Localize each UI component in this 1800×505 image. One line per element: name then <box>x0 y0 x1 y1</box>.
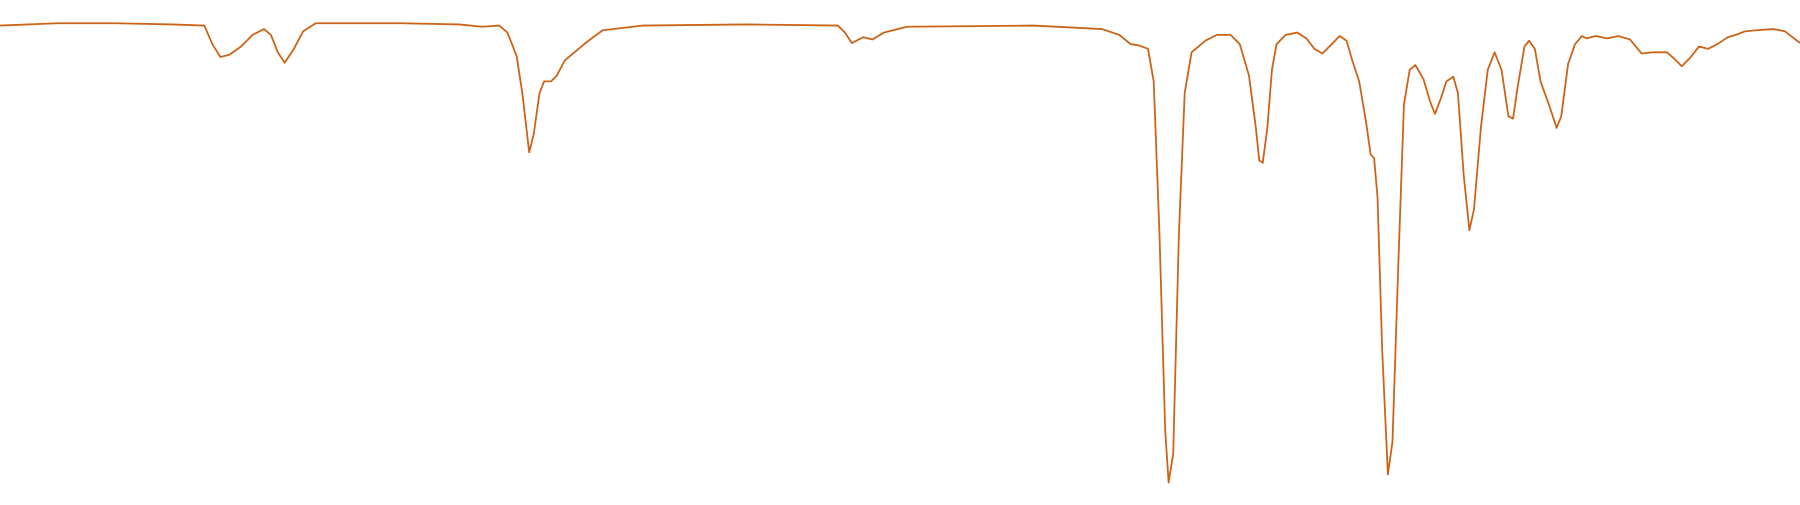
line <box>0 22 1800 484</box>
